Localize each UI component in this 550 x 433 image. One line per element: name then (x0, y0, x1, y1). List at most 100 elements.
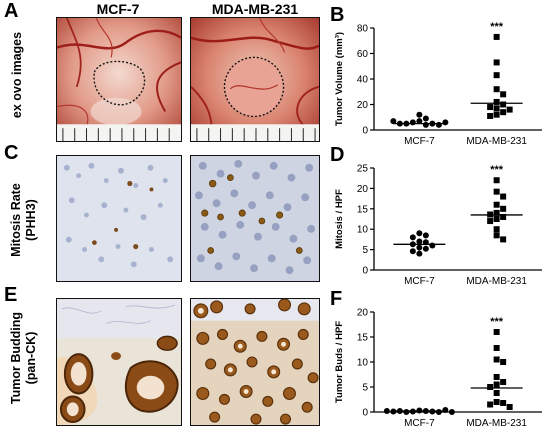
data-point (422, 115, 429, 122)
phh3-image-mcf7 (56, 155, 182, 282)
significance-label: *** (490, 21, 504, 33)
data-point (500, 213, 507, 220)
row-label-budding-line1: Tumor Budding (9, 311, 23, 405)
data-point (416, 118, 423, 125)
x-tick-label: MCF-7 (404, 418, 435, 429)
data-point (435, 409, 442, 415)
data-point (493, 329, 500, 335)
data-point (493, 59, 500, 66)
y-tick-label: 0 (362, 126, 368, 137)
y-axis-label: Tumor Buds / HPF (334, 321, 345, 403)
data-point (448, 409, 455, 415)
y-tick-label: 15 (357, 333, 369, 344)
data-point (493, 232, 500, 239)
data-point (390, 408, 397, 415)
data-point (422, 121, 429, 128)
data-point (493, 201, 500, 208)
ex-ovo-image-mdamb231 (190, 17, 320, 142)
data-point (493, 345, 500, 351)
data-point (500, 400, 507, 406)
data-point (493, 72, 500, 79)
data-point (442, 407, 449, 413)
y-axis-label: Mitosis / HPF (334, 189, 345, 249)
data-point (493, 381, 500, 388)
column-label-mcf7: MCF-7 (96, 1, 140, 17)
y-tick-label: 10 (357, 358, 369, 369)
y-tick-label: 0 (362, 266, 368, 277)
x-tick-label: MDA-MB-231 (466, 418, 527, 429)
data-point (493, 216, 500, 222)
data-point (493, 188, 500, 195)
row-label-mitosis-line1: Mitosis Rate (9, 183, 23, 257)
y-tick-label: 20 (357, 184, 369, 195)
y-tick-label: 20 (357, 308, 369, 319)
data-point (416, 230, 423, 237)
y-tick-label: 5 (362, 383, 368, 394)
panel-label-c: C (4, 142, 19, 164)
data-point (493, 399, 500, 405)
data-point (390, 118, 397, 125)
y-axis-label: Tumor Volume (mm³) (334, 32, 345, 126)
data-point (409, 234, 416, 241)
data-point (403, 409, 410, 415)
y-tick-label: 5 (362, 245, 368, 256)
y-tick-label: 20 (357, 100, 369, 111)
y-tick-label: 80 (357, 24, 369, 35)
panck-image-mdamb231 (190, 298, 320, 426)
data-point (416, 244, 423, 251)
ex-ovo-image-mcf7 (56, 17, 182, 142)
significance-label: *** (490, 164, 504, 176)
y-tick-label: 40 (357, 75, 369, 86)
data-point (493, 356, 500, 363)
data-point (493, 98, 500, 105)
row-label-budding: Tumor Budding (pan-CK) (9, 293, 41, 423)
x-tick-label: MDA-MB-231 (466, 136, 527, 147)
data-point (493, 177, 500, 184)
data-point (500, 193, 507, 200)
panck-image-mcf7 (56, 298, 182, 426)
y-tick-label: 60 (357, 49, 369, 60)
column-label-mdamb231: MDA-MB-231 (211, 1, 299, 17)
data-point (493, 374, 500, 380)
data-point (500, 205, 507, 212)
row-label-mitosis-line2: (PHH3) (24, 199, 38, 241)
data-point (422, 245, 429, 252)
x-tick-label: MCF-7 (404, 136, 435, 147)
data-point (500, 359, 507, 365)
data-point (506, 106, 513, 113)
data-point (442, 119, 449, 126)
row-label-budding-line2: (pan-CK) (24, 331, 38, 385)
row-label-mitosis: Mitosis Rate (PHH3) (9, 165, 41, 275)
data-point (493, 33, 500, 40)
data-point (500, 101, 507, 108)
y-tick-label: 0 (362, 408, 368, 419)
panel-label-d: D (330, 144, 345, 166)
data-point (487, 401, 494, 408)
data-point (506, 404, 513, 410)
x-tick-label: MDA-MB-231 (466, 276, 527, 287)
data-point (500, 236, 507, 243)
data-point (493, 111, 500, 118)
data-point (429, 242, 436, 249)
data-point (493, 86, 500, 93)
data-point (493, 105, 500, 112)
data-point (493, 226, 500, 233)
chart-tumor-buds: Tumor Buds / HPF 0 5 10 15 20 MCF-7 MDA-MB-231 *… (330, 304, 548, 432)
x-tick-label: MCF-7 (404, 276, 435, 287)
data-point (422, 232, 429, 239)
data-point (487, 384, 494, 390)
panel-label-a: A (4, 0, 19, 22)
data-point (500, 109, 507, 116)
chart-mitosis-rate: Mitosis / HPF 0 5 10 15 20 25 MCF-7 MDA-MB-231 **… (330, 160, 548, 290)
panel-label-f: F (330, 288, 343, 310)
data-point (500, 91, 507, 98)
data-point (493, 209, 500, 216)
y-tick-label: 15 (357, 204, 369, 215)
data-point (487, 104, 494, 111)
data-point (409, 248, 416, 255)
chart-tumor-volume: Tumor Volume (mm³) 0 20 40 60 80 MCF-7 MDA-MB-2… (330, 20, 548, 150)
data-point (416, 250, 423, 257)
data-point (500, 379, 507, 385)
data-point (416, 238, 423, 245)
